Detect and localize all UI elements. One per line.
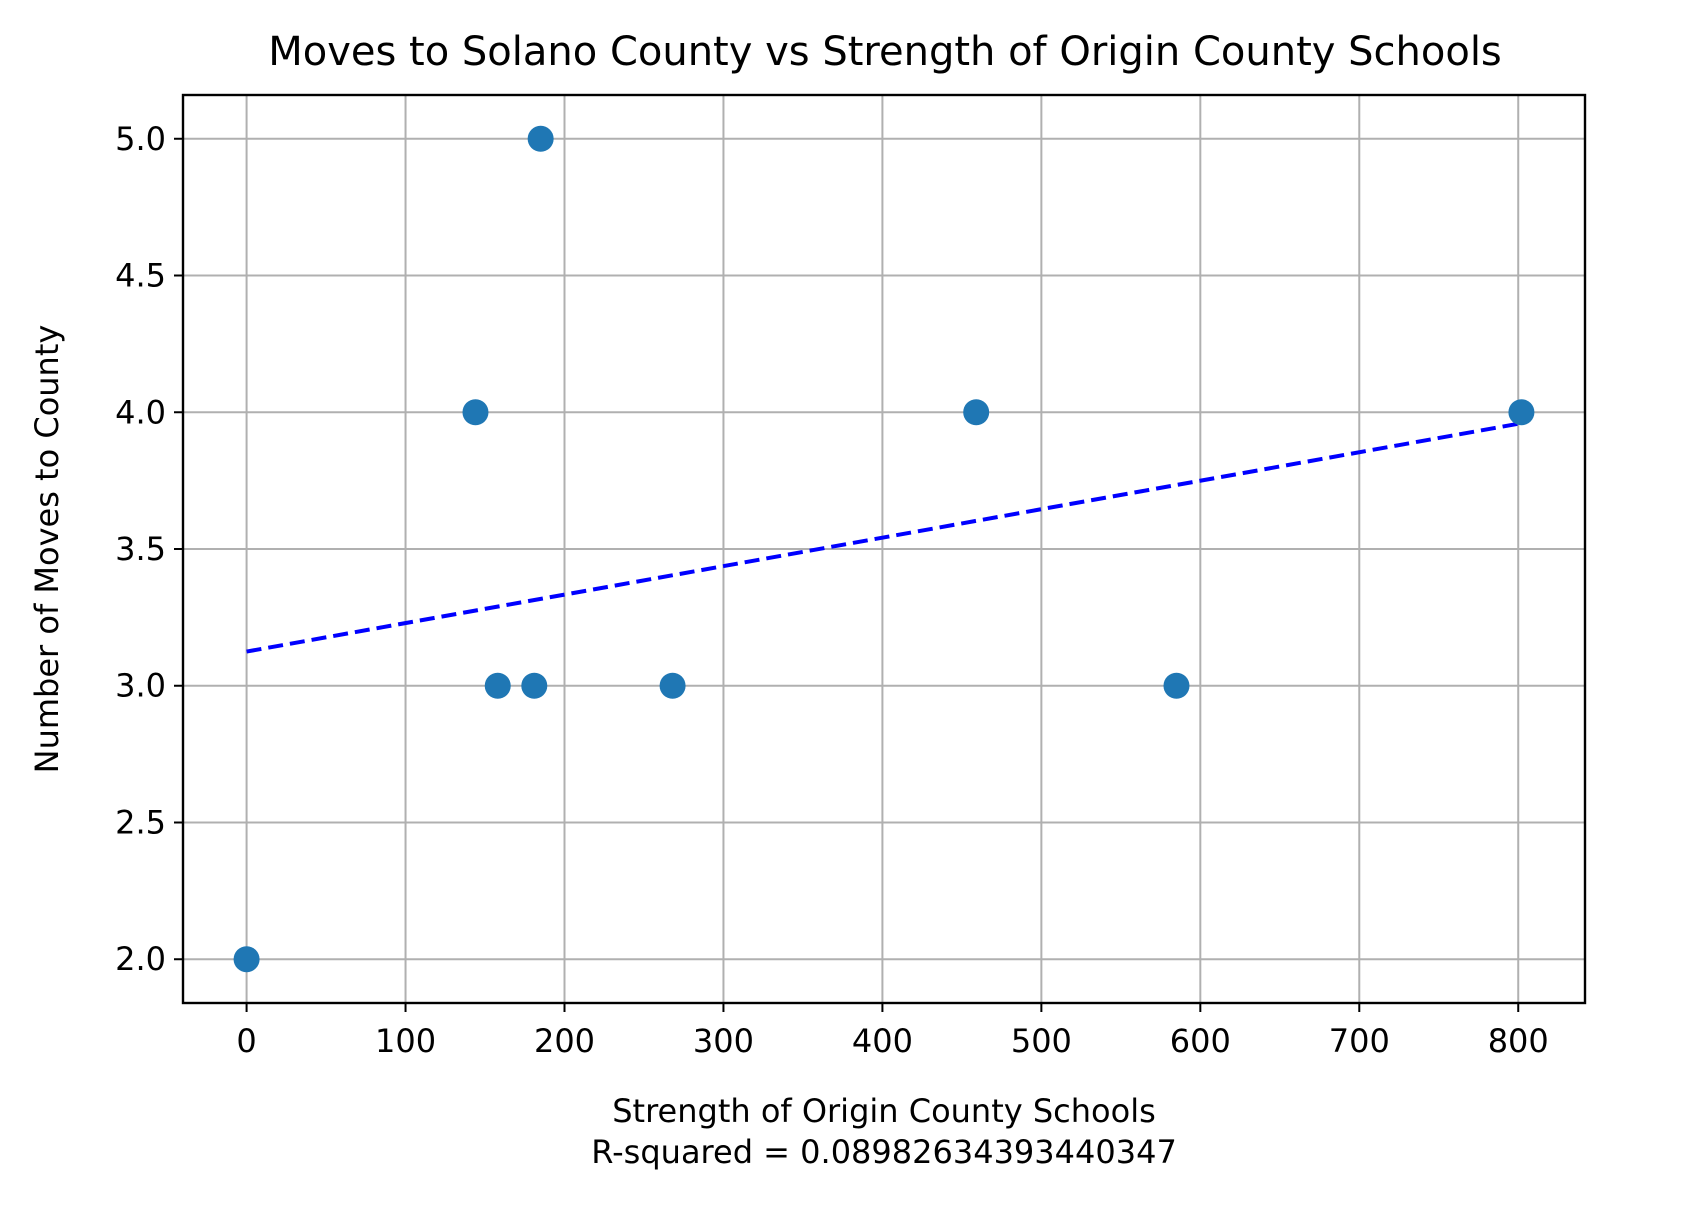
ticks: 0 100 200 300 400 500 600 700 800 2.0 2.5 3.0 3.5 4.0… xyxy=(115,120,1549,1060)
x-axis-label: Strength of Origin County Schools xyxy=(612,1092,1156,1130)
chart-title: Moves to Solano County vs Strength of Or… xyxy=(268,29,1502,75)
scatter-point xyxy=(1508,399,1535,426)
scatter-point xyxy=(233,946,260,973)
x-tick-label: 800 xyxy=(1488,1022,1549,1060)
trendline xyxy=(246,421,1522,654)
x-tick-label: 400 xyxy=(852,1022,913,1060)
scatter-point xyxy=(963,399,990,426)
scatter-point xyxy=(521,672,548,699)
grid xyxy=(183,95,1585,1003)
y-tick-label: 4.0 xyxy=(115,393,166,431)
scatter-point xyxy=(527,125,554,152)
scatter-point xyxy=(659,672,686,699)
x-tick-label: 600 xyxy=(1170,1022,1231,1060)
trendline-layer xyxy=(246,421,1522,654)
y-axis-label: Number of Moves to County xyxy=(28,325,66,774)
r-squared-label: R-squared = 0.08982634393440347 xyxy=(591,1133,1177,1171)
y-tick-label: 2.0 xyxy=(115,940,166,978)
scatter-point xyxy=(462,399,489,426)
x-tick-label: 500 xyxy=(1011,1022,1072,1060)
y-tick-label: 4.5 xyxy=(115,257,166,295)
y-tick-label: 3.0 xyxy=(115,667,166,705)
y-tick-label: 2.5 xyxy=(115,803,166,841)
y-tick-label: 3.5 xyxy=(115,530,166,568)
x-tick-label: 700 xyxy=(1329,1022,1390,1060)
scatter-point xyxy=(484,672,511,699)
scatter-point xyxy=(1163,672,1190,699)
y-tick-label: 5.0 xyxy=(115,120,166,158)
x-tick-label: 200 xyxy=(534,1022,595,1060)
x-tick-label: 300 xyxy=(693,1022,754,1060)
points-layer xyxy=(233,125,1535,973)
x-tick-label: 0 xyxy=(236,1022,256,1060)
x-tick-label: 100 xyxy=(375,1022,436,1060)
